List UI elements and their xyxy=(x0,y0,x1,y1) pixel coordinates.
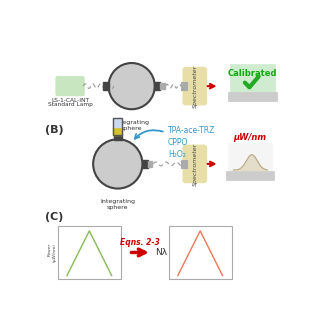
FancyBboxPatch shape xyxy=(231,65,274,95)
Circle shape xyxy=(108,63,155,109)
Bar xyxy=(169,226,232,279)
FancyBboxPatch shape xyxy=(148,161,152,167)
Bar xyxy=(58,226,121,279)
Text: Integrating
sphere: Integrating sphere xyxy=(114,120,149,131)
FancyBboxPatch shape xyxy=(56,77,84,95)
Text: (C): (C) xyxy=(45,212,64,222)
FancyBboxPatch shape xyxy=(114,134,122,140)
Text: Integrating
sphere: Integrating sphere xyxy=(100,199,135,210)
FancyBboxPatch shape xyxy=(181,82,187,90)
Text: TPA-ace-TRZ
CPPO
H₂O₂: TPA-ace-TRZ CPPO H₂O₂ xyxy=(168,126,215,159)
Text: Power
(μW/nm): Power (μW/nm) xyxy=(48,243,56,262)
FancyBboxPatch shape xyxy=(229,144,271,174)
FancyBboxPatch shape xyxy=(229,93,276,100)
FancyBboxPatch shape xyxy=(160,83,165,89)
FancyBboxPatch shape xyxy=(227,172,273,179)
Text: μW/nm: μW/nm xyxy=(234,133,267,142)
Bar xyxy=(113,118,123,127)
Text: LS-1-CAL-INT: LS-1-CAL-INT xyxy=(51,99,89,103)
FancyBboxPatch shape xyxy=(183,68,206,105)
FancyBboxPatch shape xyxy=(103,82,109,90)
Text: Nλ: Nλ xyxy=(156,248,168,257)
FancyBboxPatch shape xyxy=(181,160,187,168)
Text: Eqns. 2-3: Eqns. 2-3 xyxy=(120,238,160,247)
Text: Calibrated: Calibrated xyxy=(228,69,277,78)
FancyBboxPatch shape xyxy=(183,145,206,182)
Text: (B): (B) xyxy=(45,125,64,135)
FancyBboxPatch shape xyxy=(154,82,160,90)
Bar xyxy=(113,127,123,135)
Circle shape xyxy=(93,139,142,188)
Text: Spectrometer: Spectrometer xyxy=(193,65,198,108)
Text: Standard Lamp: Standard Lamp xyxy=(48,102,92,107)
Bar xyxy=(113,118,123,135)
Text: Spectrometer: Spectrometer xyxy=(193,142,198,186)
FancyBboxPatch shape xyxy=(142,160,148,168)
